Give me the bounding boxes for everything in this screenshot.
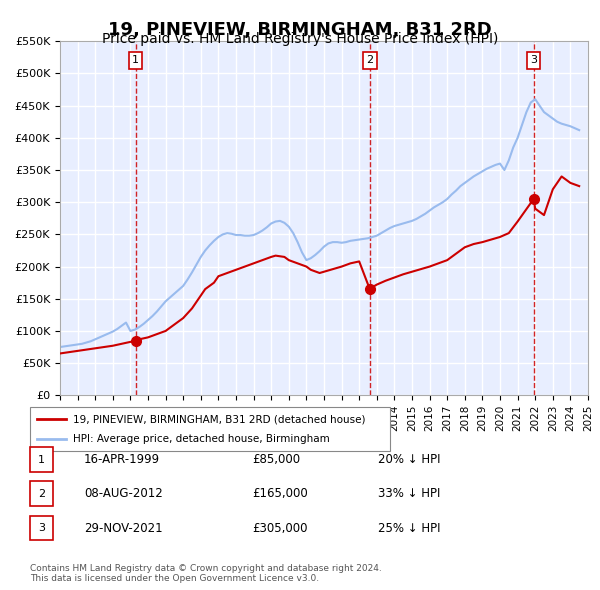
Text: 16-APR-1999: 16-APR-1999 <box>84 453 160 466</box>
Text: 19, PINEVIEW, BIRMINGHAM, B31 2RD: 19, PINEVIEW, BIRMINGHAM, B31 2RD <box>108 21 492 39</box>
FancyBboxPatch shape <box>30 516 53 540</box>
Text: 1: 1 <box>38 455 45 464</box>
FancyBboxPatch shape <box>30 481 53 506</box>
Text: £85,000: £85,000 <box>252 453 300 466</box>
Text: 33% ↓ HPI: 33% ↓ HPI <box>378 487 440 500</box>
Text: Price paid vs. HM Land Registry's House Price Index (HPI): Price paid vs. HM Land Registry's House … <box>102 32 498 47</box>
Text: £305,000: £305,000 <box>252 522 308 535</box>
Text: 3: 3 <box>38 523 45 533</box>
Text: 08-AUG-2012: 08-AUG-2012 <box>84 487 163 500</box>
Text: Contains HM Land Registry data © Crown copyright and database right 2024.
This d: Contains HM Land Registry data © Crown c… <box>30 563 382 583</box>
Text: £165,000: £165,000 <box>252 487 308 500</box>
Text: HPI: Average price, detached house, Birmingham: HPI: Average price, detached house, Birm… <box>73 434 330 444</box>
Text: 3: 3 <box>530 55 537 65</box>
Text: 19, PINEVIEW, BIRMINGHAM, B31 2RD (detached house): 19, PINEVIEW, BIRMINGHAM, B31 2RD (detac… <box>73 415 366 424</box>
FancyBboxPatch shape <box>30 447 53 472</box>
Text: 20% ↓ HPI: 20% ↓ HPI <box>378 453 440 466</box>
FancyBboxPatch shape <box>30 407 390 451</box>
Text: 2: 2 <box>38 489 45 499</box>
Text: 29-NOV-2021: 29-NOV-2021 <box>84 522 163 535</box>
Text: 2: 2 <box>366 55 373 65</box>
Text: 1: 1 <box>132 55 139 65</box>
Text: 25% ↓ HPI: 25% ↓ HPI <box>378 522 440 535</box>
